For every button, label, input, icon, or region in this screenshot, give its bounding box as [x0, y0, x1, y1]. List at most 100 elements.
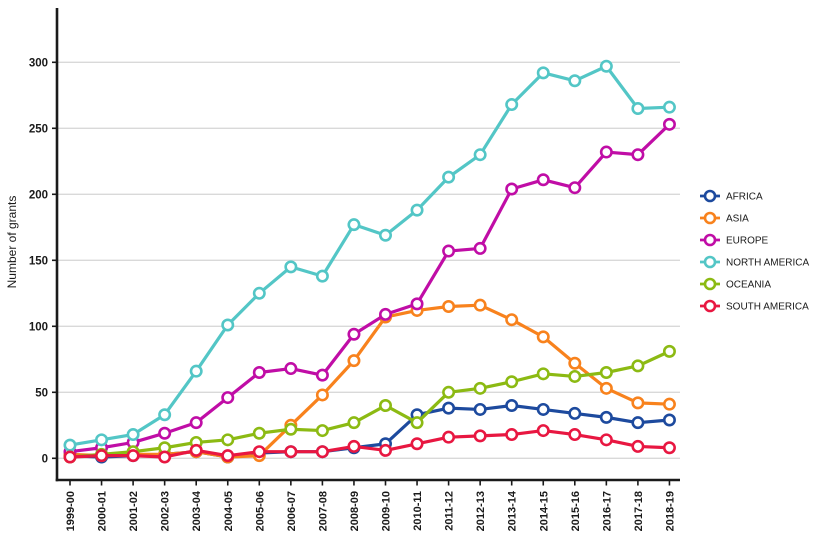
- legend-item-africa: AFRICA: [700, 189, 763, 203]
- data-point-asia-2013-14: [505, 313, 519, 327]
- data-point-south-america-2007-08: [315, 445, 329, 459]
- x-tick-label-19: 2018-19: [664, 491, 676, 531]
- data-point-south-america-2002-03: [158, 450, 172, 464]
- legend-label-north-america: NORTH AMERICA: [726, 258, 809, 269]
- data-point-north-america-2004-05: [221, 318, 235, 332]
- data-point-africa-2016-17: [599, 410, 613, 424]
- data-series: [63, 59, 676, 464]
- data-point-europe-2014-15: [536, 173, 550, 187]
- x-tick-label-5: 2004-05: [223, 491, 235, 531]
- data-point-south-america-2003-04: [189, 443, 203, 457]
- legend-key-marker-oceania: [703, 277, 717, 291]
- x-tick-label-13: 2012-13: [475, 491, 487, 531]
- y-axis-title: Number of grants: [5, 196, 19, 289]
- data-point-north-america-2013-14: [505, 98, 519, 112]
- legend-item-north-america: NORTH AMERICA: [700, 255, 809, 269]
- data-point-oceania-2007-08: [315, 424, 329, 438]
- legend-key-marker-north-america: [703, 255, 717, 269]
- data-point-north-america-2015-16: [568, 74, 582, 88]
- data-point-north-america-2001-02: [126, 428, 140, 442]
- legend-item-asia: ASIA: [700, 211, 749, 225]
- x-tick-label-18: 2017-18: [633, 491, 645, 531]
- data-point-africa-2014-15: [536, 402, 550, 416]
- data-point-north-america-2014-15: [536, 66, 550, 80]
- data-point-north-america-2003-04: [189, 364, 203, 378]
- data-point-south-america-2000-01: [95, 449, 109, 463]
- y-tick-label-0: 0: [42, 453, 48, 465]
- x-tick-label-0: 1999-00: [65, 491, 77, 531]
- data-point-south-america-2011-12: [442, 430, 456, 444]
- axis-labels: 0 50 100 150 200 250 300 1999-00 2000-01 2001-02 2…: [29, 57, 677, 531]
- data-point-africa-2012-13: [473, 402, 487, 416]
- data-point-asia-2011-12: [442, 299, 456, 313]
- x-tick-label-7: 2006-07: [286, 491, 298, 531]
- data-point-oceania-2010-11: [410, 416, 424, 430]
- x-tick-label-12: 2011-12: [444, 491, 456, 531]
- x-tick-label-15: 2014-15: [538, 491, 550, 531]
- data-point-europe-2002-03: [158, 426, 172, 440]
- data-point-europe-2003-04: [189, 416, 203, 430]
- data-point-oceania-2004-05: [221, 433, 235, 447]
- y-tick-label-250: 250: [29, 123, 48, 135]
- data-point-north-america-2009-10: [378, 228, 392, 242]
- legend-label-africa: AFRICA: [726, 192, 763, 203]
- data-point-south-america-2005-06: [252, 445, 266, 459]
- data-point-africa-2011-12: [442, 401, 456, 415]
- y-tick-label-150: 150: [29, 255, 48, 267]
- data-point-asia-2007-08: [315, 388, 329, 402]
- data-point-europe-2013-14: [505, 182, 519, 196]
- data-point-africa-2017-18: [631, 416, 645, 430]
- data-point-north-america-2007-08: [315, 269, 329, 283]
- data-point-north-america-2002-03: [158, 408, 172, 422]
- legend-label-south-america: SOUTH AMERICA: [726, 302, 809, 313]
- data-point-south-america-2008-09: [347, 439, 361, 453]
- data-point-europe-2011-12: [442, 244, 456, 258]
- x-tick-label-1: 2000-01: [97, 491, 109, 531]
- x-tick-label-2: 2001-02: [128, 491, 140, 531]
- data-point-asia-2015-16: [568, 356, 582, 370]
- data-point-europe-2004-05: [221, 391, 235, 405]
- axes: [52, 8, 680, 486]
- data-point-africa-2018-19: [662, 413, 676, 427]
- data-point-asia-2014-15: [536, 330, 550, 344]
- data-point-oceania-2009-10: [378, 398, 392, 412]
- series-line-europe: [68, 122, 672, 454]
- data-point-europe-2006-07: [284, 362, 298, 376]
- legend-key-marker-south-america: [703, 299, 717, 313]
- y-tick-label-200: 200: [29, 189, 48, 201]
- data-point-oceania-2015-16: [568, 369, 582, 383]
- data-point-asia-2016-17: [599, 381, 613, 395]
- data-point-north-america-1999-00: [63, 438, 77, 452]
- data-point-africa-2015-16: [568, 406, 582, 420]
- data-point-south-america-2004-05: [221, 449, 235, 463]
- data-point-north-america-2005-06: [252, 286, 266, 300]
- data-point-south-america-1999-00: [63, 450, 77, 464]
- legend-label-asia: ASIA: [726, 214, 749, 225]
- data-point-asia-2012-13: [473, 298, 487, 312]
- data-point-europe-2008-09: [347, 327, 361, 341]
- data-point-europe-2007-08: [315, 368, 329, 382]
- data-point-asia-2018-19: [662, 397, 676, 411]
- legend-label-oceania: OCEANIA: [726, 280, 771, 291]
- data-point-africa-2013-14: [505, 398, 519, 412]
- data-point-oceania-2016-17: [599, 365, 613, 379]
- data-point-north-america-2016-17: [599, 59, 613, 73]
- data-point-north-america-2011-12: [442, 170, 456, 184]
- data-point-south-america-2015-16: [568, 428, 582, 442]
- legend-label-europe: EUROPE: [726, 236, 769, 247]
- data-point-north-america-2006-07: [284, 260, 298, 274]
- gridlines: [57, 61, 680, 459]
- x-tick-label-16: 2015-16: [570, 491, 582, 531]
- data-point-north-america-2018-19: [662, 100, 676, 114]
- data-point-europe-2015-16: [568, 181, 582, 195]
- y-tick-label-50: 50: [35, 387, 48, 399]
- data-point-south-america-2009-10: [378, 443, 392, 457]
- data-point-oceania-2005-06: [252, 426, 266, 440]
- data-point-europe-2017-18: [631, 148, 645, 162]
- x-tick-label-9: 2008-09: [349, 491, 361, 531]
- x-tick-label-11: 2010-11: [412, 491, 424, 531]
- data-point-south-america-2006-07: [284, 445, 298, 459]
- y-tick-label-100: 100: [29, 321, 48, 333]
- chart-legend: AFRICA ASIA EUROPE NORTH AMERICA OCEANIA SOUT…: [700, 189, 809, 313]
